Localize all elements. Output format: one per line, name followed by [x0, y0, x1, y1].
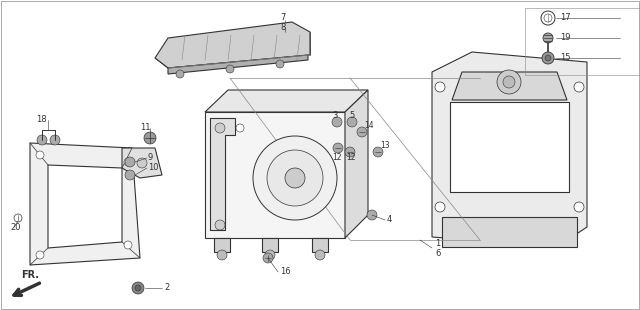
Polygon shape — [168, 55, 308, 74]
Polygon shape — [452, 72, 567, 100]
Polygon shape — [122, 148, 162, 178]
Text: FR.: FR. — [21, 270, 39, 280]
Circle shape — [574, 82, 584, 92]
Polygon shape — [205, 112, 345, 238]
Circle shape — [50, 135, 60, 145]
Text: 12: 12 — [346, 153, 355, 162]
Circle shape — [503, 76, 515, 88]
Circle shape — [135, 285, 141, 291]
Circle shape — [357, 127, 367, 137]
Polygon shape — [450, 102, 569, 192]
Text: 14: 14 — [364, 122, 374, 131]
Text: 5: 5 — [349, 110, 355, 119]
Circle shape — [176, 70, 184, 78]
Circle shape — [124, 241, 132, 249]
Text: 7: 7 — [280, 12, 285, 21]
Circle shape — [543, 33, 553, 43]
Circle shape — [542, 52, 554, 64]
Circle shape — [132, 282, 144, 294]
Circle shape — [544, 14, 552, 22]
Circle shape — [215, 220, 225, 230]
Circle shape — [545, 55, 551, 61]
Text: 8: 8 — [280, 23, 285, 32]
Polygon shape — [30, 143, 140, 265]
Text: 15: 15 — [560, 54, 570, 63]
Polygon shape — [312, 238, 328, 252]
Circle shape — [265, 250, 275, 260]
Circle shape — [333, 143, 343, 153]
Circle shape — [541, 11, 555, 25]
Text: 19: 19 — [560, 33, 570, 42]
Circle shape — [236, 124, 244, 132]
Circle shape — [435, 202, 445, 212]
Circle shape — [347, 117, 357, 127]
Polygon shape — [442, 217, 577, 247]
Circle shape — [36, 151, 44, 159]
Circle shape — [315, 250, 325, 260]
Polygon shape — [345, 90, 368, 238]
Circle shape — [367, 210, 377, 220]
Text: 10: 10 — [148, 163, 159, 172]
Text: 1: 1 — [435, 240, 440, 249]
Circle shape — [124, 158, 132, 166]
Text: 11: 11 — [140, 123, 150, 132]
Text: 18: 18 — [36, 116, 47, 125]
Text: 20: 20 — [10, 223, 20, 232]
Circle shape — [497, 70, 521, 94]
Circle shape — [276, 60, 284, 68]
Polygon shape — [214, 238, 230, 252]
Polygon shape — [48, 165, 122, 248]
Polygon shape — [155, 22, 310, 68]
Circle shape — [125, 170, 135, 180]
Circle shape — [435, 82, 445, 92]
Circle shape — [144, 132, 156, 144]
Circle shape — [125, 157, 135, 167]
Circle shape — [285, 168, 305, 188]
Polygon shape — [432, 52, 587, 247]
Text: 16: 16 — [280, 268, 291, 277]
Text: 12: 12 — [332, 153, 342, 162]
Circle shape — [373, 147, 383, 157]
Polygon shape — [262, 238, 278, 252]
Text: 9: 9 — [148, 153, 153, 162]
Circle shape — [226, 65, 234, 73]
Circle shape — [263, 253, 273, 263]
Text: 6: 6 — [435, 250, 440, 259]
Text: 2: 2 — [164, 284, 169, 293]
Text: 4: 4 — [387, 215, 392, 224]
Circle shape — [137, 158, 147, 168]
Circle shape — [37, 135, 47, 145]
Circle shape — [574, 202, 584, 212]
Circle shape — [14, 214, 22, 222]
Circle shape — [332, 117, 342, 127]
Circle shape — [36, 251, 44, 259]
Text: 17: 17 — [560, 14, 571, 23]
Circle shape — [215, 123, 225, 133]
Polygon shape — [210, 118, 235, 230]
Circle shape — [345, 147, 355, 157]
Circle shape — [253, 136, 337, 220]
Polygon shape — [205, 90, 368, 112]
Text: 13: 13 — [380, 141, 390, 150]
Text: 3: 3 — [332, 110, 338, 119]
Circle shape — [267, 150, 323, 206]
Circle shape — [217, 250, 227, 260]
